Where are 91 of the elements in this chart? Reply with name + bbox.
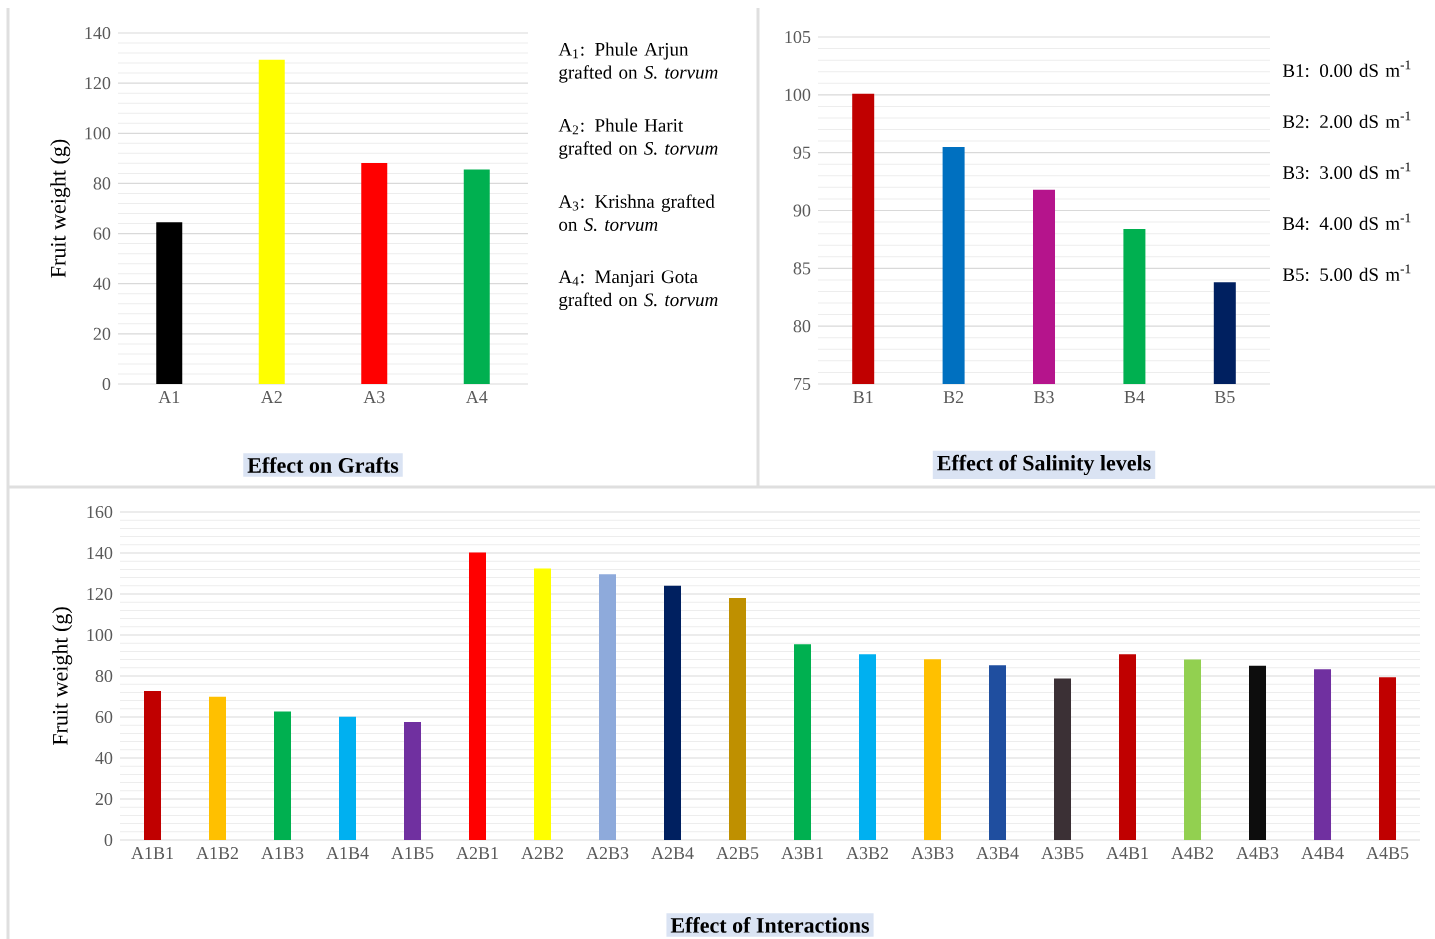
- text: Effect on Grafts: [247, 457, 399, 473]
- y-axis-title: Fruit weight (g): [52, 607, 73, 746]
- bar: [156, 222, 183, 384]
- text: A$_{3}$: Krishna grafted on S. torvum: [558, 194, 715, 232]
- x-tick-label: A3B1: [781, 847, 823, 860]
- x-tick-label: A2B4: [651, 847, 694, 860]
- bar: [209, 696, 226, 840]
- x-tick-label: A1B2: [196, 847, 238, 860]
- x-tick-label: A4B3: [1236, 847, 1279, 860]
- text: B1: 0.00 dS m$^{-1}$: [1282, 60, 1411, 78]
- y-tick-label: 140: [87, 546, 113, 560]
- y-tick-label: 160: [87, 505, 113, 519]
- bar: [794, 644, 812, 840]
- y-tick-label: 40: [95, 751, 113, 765]
- bar: [924, 659, 942, 840]
- y-tick-label: 120: [85, 77, 111, 90]
- x-tick-label: A3B4: [976, 847, 1019, 860]
- bar: [729, 597, 746, 840]
- x-tick-label: A3: [363, 391, 385, 404]
- bar: [463, 169, 490, 384]
- x-tick-label: B4: [1124, 391, 1145, 403]
- bar: [404, 722, 421, 840]
- x-tick-label: A1B1: [131, 847, 173, 860]
- x-tick-label: B3: [1034, 391, 1054, 404]
- text: B4: 4.00 dS m$^{-1}$: [1282, 213, 1411, 231]
- text: A$_{1}$: Phule Arjun grafted on S. torvum: [558, 42, 718, 83]
- y-tick-label: 0: [102, 377, 111, 391]
- x-tick-label: A1B3: [261, 847, 304, 860]
- bar: [1119, 654, 1137, 840]
- bar: [859, 654, 877, 840]
- x-tick-label: A2B3: [586, 847, 629, 860]
- text: A$_{4}$: Manjari Gota grafted on S. torvum: [558, 270, 718, 311]
- bar: [144, 690, 161, 840]
- x-tick-label: A1: [158, 391, 180, 403]
- text: A$_{2}$: Phule Harit grafted on S. torvum: [558, 118, 718, 159]
- y-tick-label: 80: [93, 177, 111, 190]
- text: Effect of Interactions: [670, 917, 870, 933]
- y-tick-label: 60: [93, 227, 111, 240]
- bar: [339, 716, 356, 840]
- text: B2: 2.00 dS m$^{-1}$: [1282, 111, 1411, 129]
- y-tick-label: 105: [785, 30, 811, 44]
- y-tick-label: 85: [793, 262, 811, 275]
- y-tick-label: 100: [85, 127, 111, 140]
- x-tick-label: A4B4: [1301, 847, 1344, 860]
- bar: [274, 711, 291, 840]
- y-tick-label: 60: [95, 710, 113, 724]
- bar: [1249, 665, 1267, 840]
- x-tick-label: A4B1: [1106, 847, 1148, 860]
- x-tick-label: A1B5: [391, 847, 434, 860]
- x-tick-label: A4: [465, 391, 488, 403]
- x-tick-label: A2B5: [716, 847, 759, 860]
- y-tick-label: 80: [95, 669, 113, 683]
- bar: [361, 163, 388, 384]
- y-tick-label: 20: [95, 792, 113, 806]
- y-tick-label: 100: [87, 628, 113, 642]
- x-tick-label: A3B5: [1041, 847, 1084, 860]
- x-tick-label: B2: [943, 391, 964, 404]
- text: B5: 5.00 dS m$^{-1}$: [1282, 264, 1411, 282]
- text: Effect of Salinity levels: [937, 454, 1151, 476]
- y-tick-label: 40: [93, 277, 111, 290]
- bar: [989, 665, 1007, 840]
- x-tick-label: B5: [1214, 391, 1235, 404]
- x-tick-label: A2B2: [521, 847, 563, 860]
- y-tick-label: 95: [793, 146, 811, 159]
- y-tick-label: 100: [785, 88, 811, 101]
- y-tick-label: 120: [87, 587, 113, 601]
- bar: [1054, 678, 1072, 840]
- y-tick-label: 80: [793, 320, 811, 333]
- text: B3: 3.00 dS m$^{-1}$: [1282, 162, 1411, 180]
- bar: [534, 568, 551, 840]
- bar: [1314, 669, 1332, 840]
- y-tick-label: 0: [104, 833, 113, 847]
- x-tick-label: A2B1: [456, 847, 498, 860]
- bar: [258, 59, 285, 384]
- x-tick-label: A4B5: [1366, 847, 1409, 860]
- x-tick-label: B1: [853, 391, 873, 404]
- bar: [1184, 659, 1202, 840]
- x-tick-label: A3B2: [846, 847, 889, 860]
- bar: [469, 552, 486, 840]
- y-tick-label: 20: [93, 327, 111, 340]
- x-tick-label: A2: [260, 391, 282, 403]
- x-tick-label: A4B2: [1171, 847, 1214, 860]
- x-tick-label: A1B4: [326, 847, 369, 860]
- y-tick-label: 140: [85, 26, 111, 40]
- y-tick-label: 75: [794, 378, 811, 390]
- x-tick-label: A3B3: [911, 847, 954, 860]
- bar: [1379, 677, 1397, 840]
- bar: [664, 585, 681, 840]
- bar: [599, 574, 616, 840]
- y-tick-label: 90: [793, 204, 811, 217]
- y-axis-title: Fruit weight (g): [50, 139, 71, 278]
